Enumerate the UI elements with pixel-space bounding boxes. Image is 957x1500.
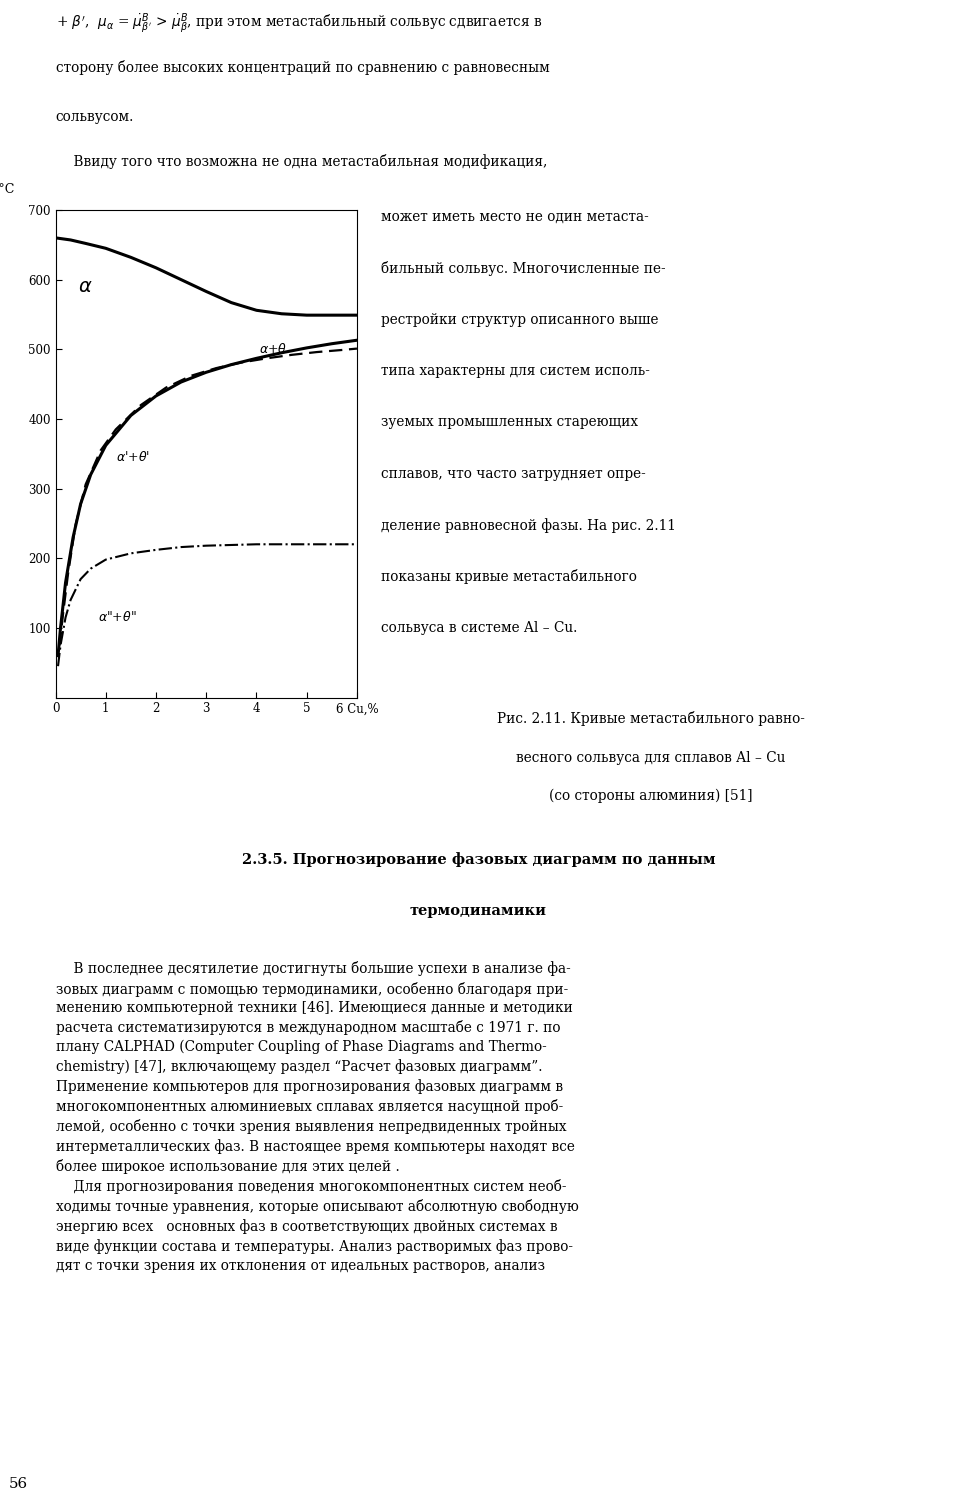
Text: бильный сольвус. Многочисленные пе-: бильный сольвус. Многочисленные пе-: [381, 261, 665, 276]
Text: типа характерны для систем исполь-: типа характерны для систем исполь-: [381, 364, 650, 378]
Text: T,°C: T,°C: [0, 183, 15, 195]
Text: рестройки структур описанного выше: рестройки структур описанного выше: [381, 312, 658, 327]
Text: 2.3.5. Прогнозирование фазовых диаграмм по данным: 2.3.5. Прогнозирование фазовых диаграмм …: [242, 852, 715, 867]
Text: Рис. 2.11. Кривые метастабильного равно-: Рис. 2.11. Кривые метастабильного равно-: [497, 711, 805, 726]
Text: сплавов, что часто затрудняет опре-: сплавов, что часто затрудняет опре-: [381, 466, 646, 480]
Text: $\alpha$: $\alpha$: [78, 278, 93, 296]
Text: + $\beta^{\prime}$,  $\mu_{\alpha}$ = $\dot{\mu}_{\beta^{\prime}}^{B}$ > $\dot{\: + $\beta^{\prime}$, $\mu_{\alpha}$ = $\d…: [56, 12, 542, 36]
Text: $\alpha$"+$\theta$": $\alpha$"+$\theta$": [99, 610, 137, 624]
Text: термодинамики: термодинамики: [410, 904, 547, 918]
Text: сторону более высоких концентраций по сравнению с равновесным: сторону более высоких концентраций по ср…: [56, 60, 549, 75]
Text: показаны кривые метастабильного: показаны кривые метастабильного: [381, 568, 636, 584]
Text: $\alpha$'+$\theta$': $\alpha$'+$\theta$': [116, 450, 150, 464]
Text: сольвуса в системе Al – Cu.: сольвуса в системе Al – Cu.: [381, 621, 577, 634]
Text: 56: 56: [9, 1478, 28, 1491]
Text: деление равновесной фазы. На рис. 2.11: деление равновесной фазы. На рис. 2.11: [381, 518, 676, 532]
Text: (со стороны алюминия) [51]: (со стороны алюминия) [51]: [549, 789, 752, 804]
Text: В последнее десятилетие достигнуты большие успехи в анализе фа-
зовых диаграмм с: В последнее десятилетие достигнуты больш…: [56, 962, 578, 1272]
Text: $\alpha$+$\theta$: $\alpha$+$\theta$: [259, 342, 287, 357]
Text: зуемых промышленных стареющих: зуемых промышленных стареющих: [381, 416, 638, 429]
Text: может иметь место не один метаста-: может иметь место не один метаста-: [381, 210, 649, 224]
Text: Ввиду того что возможна не одна метастабильная модификация,: Ввиду того что возможна не одна метастаб…: [56, 154, 546, 170]
Text: сольвусом.: сольвусом.: [56, 110, 134, 123]
Text: весного сольвуса для сплавов Al – Cu: весного сольвуса для сплавов Al – Cu: [516, 750, 786, 765]
